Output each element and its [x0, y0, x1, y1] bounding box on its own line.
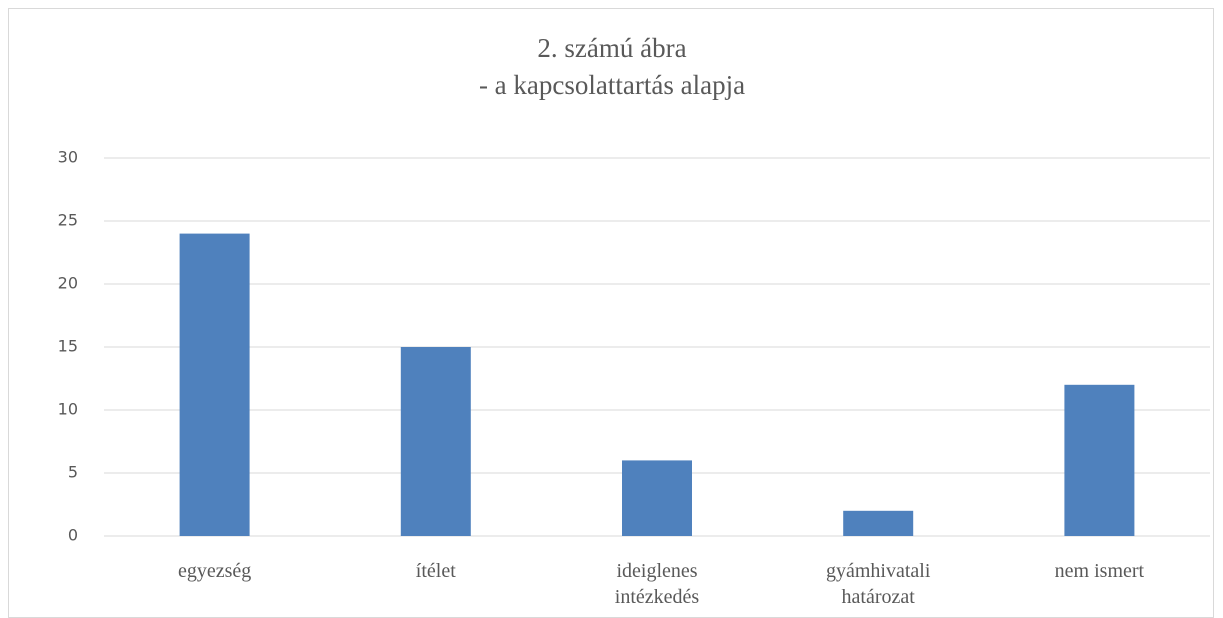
x-tick-label: gyámhivatali határozat: [825, 560, 931, 608]
x-tick-label: egyezség: [177, 560, 252, 582]
bar: [1064, 384, 1135, 536]
x-tick-label: ideiglenes intézkedés: [614, 560, 700, 608]
y-tick-label: 0: [68, 526, 78, 545]
y-tick-label: 25: [58, 211, 78, 230]
y-tick-label: 15: [58, 337, 78, 356]
y-tick-label: 10: [58, 400, 78, 419]
bar: [179, 233, 250, 536]
y-tick-label: 20: [58, 274, 78, 293]
y-tick-label: 30: [58, 148, 78, 167]
x-tick-label: ítélet: [415, 560, 456, 582]
x-tick-label: nem ismert: [1054, 560, 1145, 582]
bar: [622, 460, 692, 536]
chart-subtitle: - a kapcsolattartás alapja: [479, 70, 745, 100]
bar: [400, 347, 471, 536]
y-tick-label: 5: [68, 463, 78, 482]
chart-title: 2. számú ábra: [537, 33, 686, 63]
bar: [843, 510, 914, 536]
